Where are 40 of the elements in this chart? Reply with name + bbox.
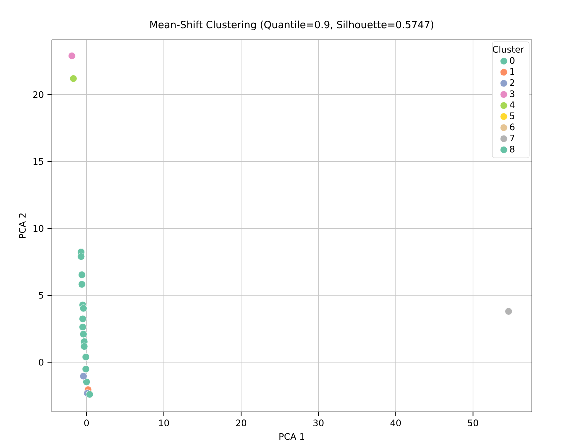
y-tick-label: 15 <box>34 158 44 166</box>
point <box>78 271 86 279</box>
legend-label: 2 <box>510 79 514 86</box>
y-axis-title: PCA 2 <box>19 214 26 238</box>
x-tick-label: 50 <box>468 420 478 427</box>
x-tick-label: 30 <box>314 420 324 427</box>
point <box>79 323 87 332</box>
legend-label: 4 <box>510 102 515 108</box>
x-tick-label: 40 <box>390 420 402 427</box>
point <box>504 308 513 316</box>
point <box>82 378 91 386</box>
legend-label: 7 <box>510 134 515 142</box>
legend-label: 5 <box>510 112 515 120</box>
point <box>80 304 88 312</box>
x-tick-label: 10 <box>159 420 170 427</box>
point <box>80 372 88 380</box>
y-tick-label: 0 <box>39 359 44 366</box>
point <box>78 252 86 261</box>
point <box>82 353 90 362</box>
point <box>68 52 76 60</box>
legend-label: 3 <box>510 90 515 98</box>
point <box>80 342 88 351</box>
legend-label: 1 <box>510 68 514 76</box>
point <box>86 390 94 398</box>
y-tick-label: 20 <box>33 91 44 98</box>
x-tick-label: 0 <box>84 420 90 427</box>
x-tick-label: 20 <box>236 420 246 427</box>
y-tick-label: 5 <box>39 292 44 299</box>
chart-title: Mean-Shift Clustering (Quantile=0.9, Silhouette=0.5747) <box>150 20 434 31</box>
point <box>80 330 88 338</box>
point <box>79 315 87 323</box>
point <box>82 365 90 374</box>
legend-title: Cluster <box>493 46 524 53</box>
point <box>70 74 78 83</box>
legend-label: 6 <box>510 124 515 131</box>
legend-label: 0 <box>510 57 515 64</box>
y-tick-label: 10 <box>34 225 44 232</box>
legend-label: 8 <box>510 146 515 153</box>
point <box>78 280 86 288</box>
x-axis-title: PCA 1 <box>280 433 304 440</box>
